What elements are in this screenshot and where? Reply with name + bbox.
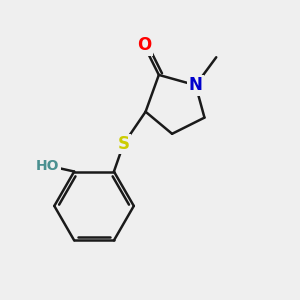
Text: S: S xyxy=(118,135,130,153)
Text: N: N xyxy=(189,76,202,94)
Text: O: O xyxy=(137,37,151,55)
Text: HO: HO xyxy=(36,159,59,172)
